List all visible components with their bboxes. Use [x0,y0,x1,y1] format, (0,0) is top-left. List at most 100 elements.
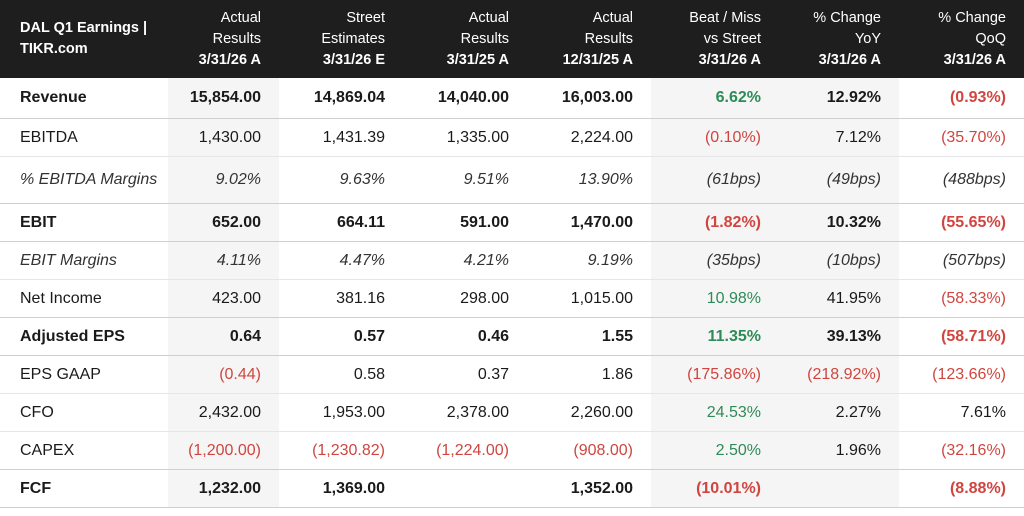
table-cell: 0.37 [403,355,527,394]
table-cell: 16,003.00 [527,78,651,119]
table-cell: 1.96% [779,431,899,470]
table-row: CAPEX (1,200.00) (1,230.82) (1,224.00) (908.… [0,431,1024,470]
table-cell: (58.33%) [899,279,1024,318]
table-cell: (0.44) [168,355,279,394]
table-cell: (10bps) [779,241,899,280]
row-label: CAPEX [0,431,168,470]
table-cell: 14,040.00 [403,78,527,119]
row-label: Revenue [0,78,168,119]
row-label: Net Income [0,279,168,318]
table-cell: 664.11 [279,203,403,242]
table-cell: 13.90% [527,156,651,204]
row-label: EBIT Margins [0,241,168,280]
table-cell: 41.95% [779,279,899,318]
table-cell: 381.16 [279,279,403,318]
table-cell: (507bps) [899,241,1024,280]
table-row: % EBITDA Margins 9.02% 9.63% 9.51% 13.90% (61… [0,156,1024,204]
table-cell: 1,470.00 [527,203,651,242]
table-row: Adjusted EPS 0.64 0.57 0.46 1.55 11.35% 39.13%… [0,317,1024,356]
table-cell: (35bps) [651,241,779,280]
table-cell: 0.57 [279,317,403,356]
table-cell: (1.82%) [651,203,779,242]
table-cell: (908.00) [527,431,651,470]
table-cell: 2,224.00 [527,118,651,157]
table-cell: 298.00 [403,279,527,318]
row-label: EBITDA [0,118,168,157]
table-cell: 10.98% [651,279,779,318]
table-row: Revenue 15,854.00 14,869.04 14,040.00 16,003… [0,78,1024,119]
row-label: FCF [0,469,168,508]
table-cell: 24.53% [651,393,779,432]
table-cell: (175.86%) [651,355,779,394]
table-cell: 1,335.00 [403,118,527,157]
table-cell: (218.92%) [779,355,899,394]
table-cell: 1,232.00 [168,469,279,508]
table-cell: (32.16%) [899,431,1024,470]
row-label: Adjusted EPS [0,317,168,356]
table-cell: (1,230.82) [279,431,403,470]
row-label: % EBITDA Margins [0,156,168,204]
column-header: Street Estimates 3/31/26 E [279,0,403,78]
column-header: % Change YoY 3/31/26 A [779,0,899,78]
table-cell: 591.00 [403,203,527,242]
table-cell: (123.66%) [899,355,1024,394]
column-header: Beat / Miss vs Street 3/31/26 A [651,0,779,78]
table-cell: 4.21% [403,241,527,280]
table-cell: 0.64 [168,317,279,356]
table-cell: (8.88%) [899,469,1024,508]
table-cell: 7.61% [899,393,1024,432]
table-cell: (58.71%) [899,317,1024,356]
table-row: CFO 2,432.00 1,953.00 2,378.00 2,260.00 24.53… [0,393,1024,432]
table-cell: 1,352.00 [527,469,651,508]
table-cell: 1,369.00 [279,469,403,508]
row-label: EPS GAAP [0,355,168,394]
row-label: CFO [0,393,168,432]
table-cell: 423.00 [168,279,279,318]
table-cell: 9.51% [403,156,527,204]
table-row: EBIT Margins 4.11% 4.47% 4.21% 9.19% (35bps)(… [0,241,1024,280]
table-cell: 7.12% [779,118,899,157]
table-cell: 10.32% [779,203,899,242]
table-row: EPS GAAP (0.44) 0.58 0.37 1.86 (175.86%) (218.… [0,355,1024,394]
table-cell: 652.00 [168,203,279,242]
table-cell: 39.13% [779,317,899,356]
table-cell: 0.46 [403,317,527,356]
table-cell: 0.58 [279,355,403,394]
table-cell: 4.11% [168,241,279,280]
table-cell: (49bps) [779,156,899,204]
table-cell: (0.93%) [899,78,1024,119]
table-cell: 6.62% [651,78,779,119]
table-cell: (1,224.00) [403,431,527,470]
row-label: EBIT [0,203,168,242]
table-cell: 1,953.00 [279,393,403,432]
table-cell: 1.55 [527,317,651,356]
table-cell: (55.65%) [899,203,1024,242]
table-cell: 1.86 [527,355,651,394]
column-header: Actual Results 3/31/25 A [403,0,527,78]
table-cell: (61bps) [651,156,779,204]
column-header: Actual Results 3/31/26 A [168,0,279,78]
table-cell: 14,869.04 [279,78,403,119]
table-cell: 9.63% [279,156,403,204]
table-cell: (488bps) [899,156,1024,204]
table-cell: (0.10%) [651,118,779,157]
table-cell: 1,430.00 [168,118,279,157]
table-row: FCF 1,232.00 1,369.00 1,352.00 (10.01%) (8.88… [0,469,1024,508]
table-row: EBIT 652.00 664.11 591.00 1,470.00 (1.82%) 10.… [0,203,1024,242]
table-cell: 9.02% [168,156,279,204]
table-cell: 2.27% [779,393,899,432]
table-cell: (1,200.00) [168,431,279,470]
table-cell: 15,854.00 [168,78,279,119]
table-cell [403,469,527,508]
table-cell: 2,432.00 [168,393,279,432]
table-row: Net Income 423.00 381.16 298.00 1,015.00 10.9… [0,279,1024,318]
table-cell: 2.50% [651,431,779,470]
table-cell: 9.19% [527,241,651,280]
table-row: EBITDA 1,430.00 1,431.39 1,335.00 2,224.00 (0… [0,118,1024,157]
column-header: % Change QoQ 3/31/26 A [899,0,1024,78]
table-cell: (10.01%) [651,469,779,508]
table-cell: (35.70%) [899,118,1024,157]
table-cell: 1,431.39 [279,118,403,157]
table-cell: 1,015.00 [527,279,651,318]
